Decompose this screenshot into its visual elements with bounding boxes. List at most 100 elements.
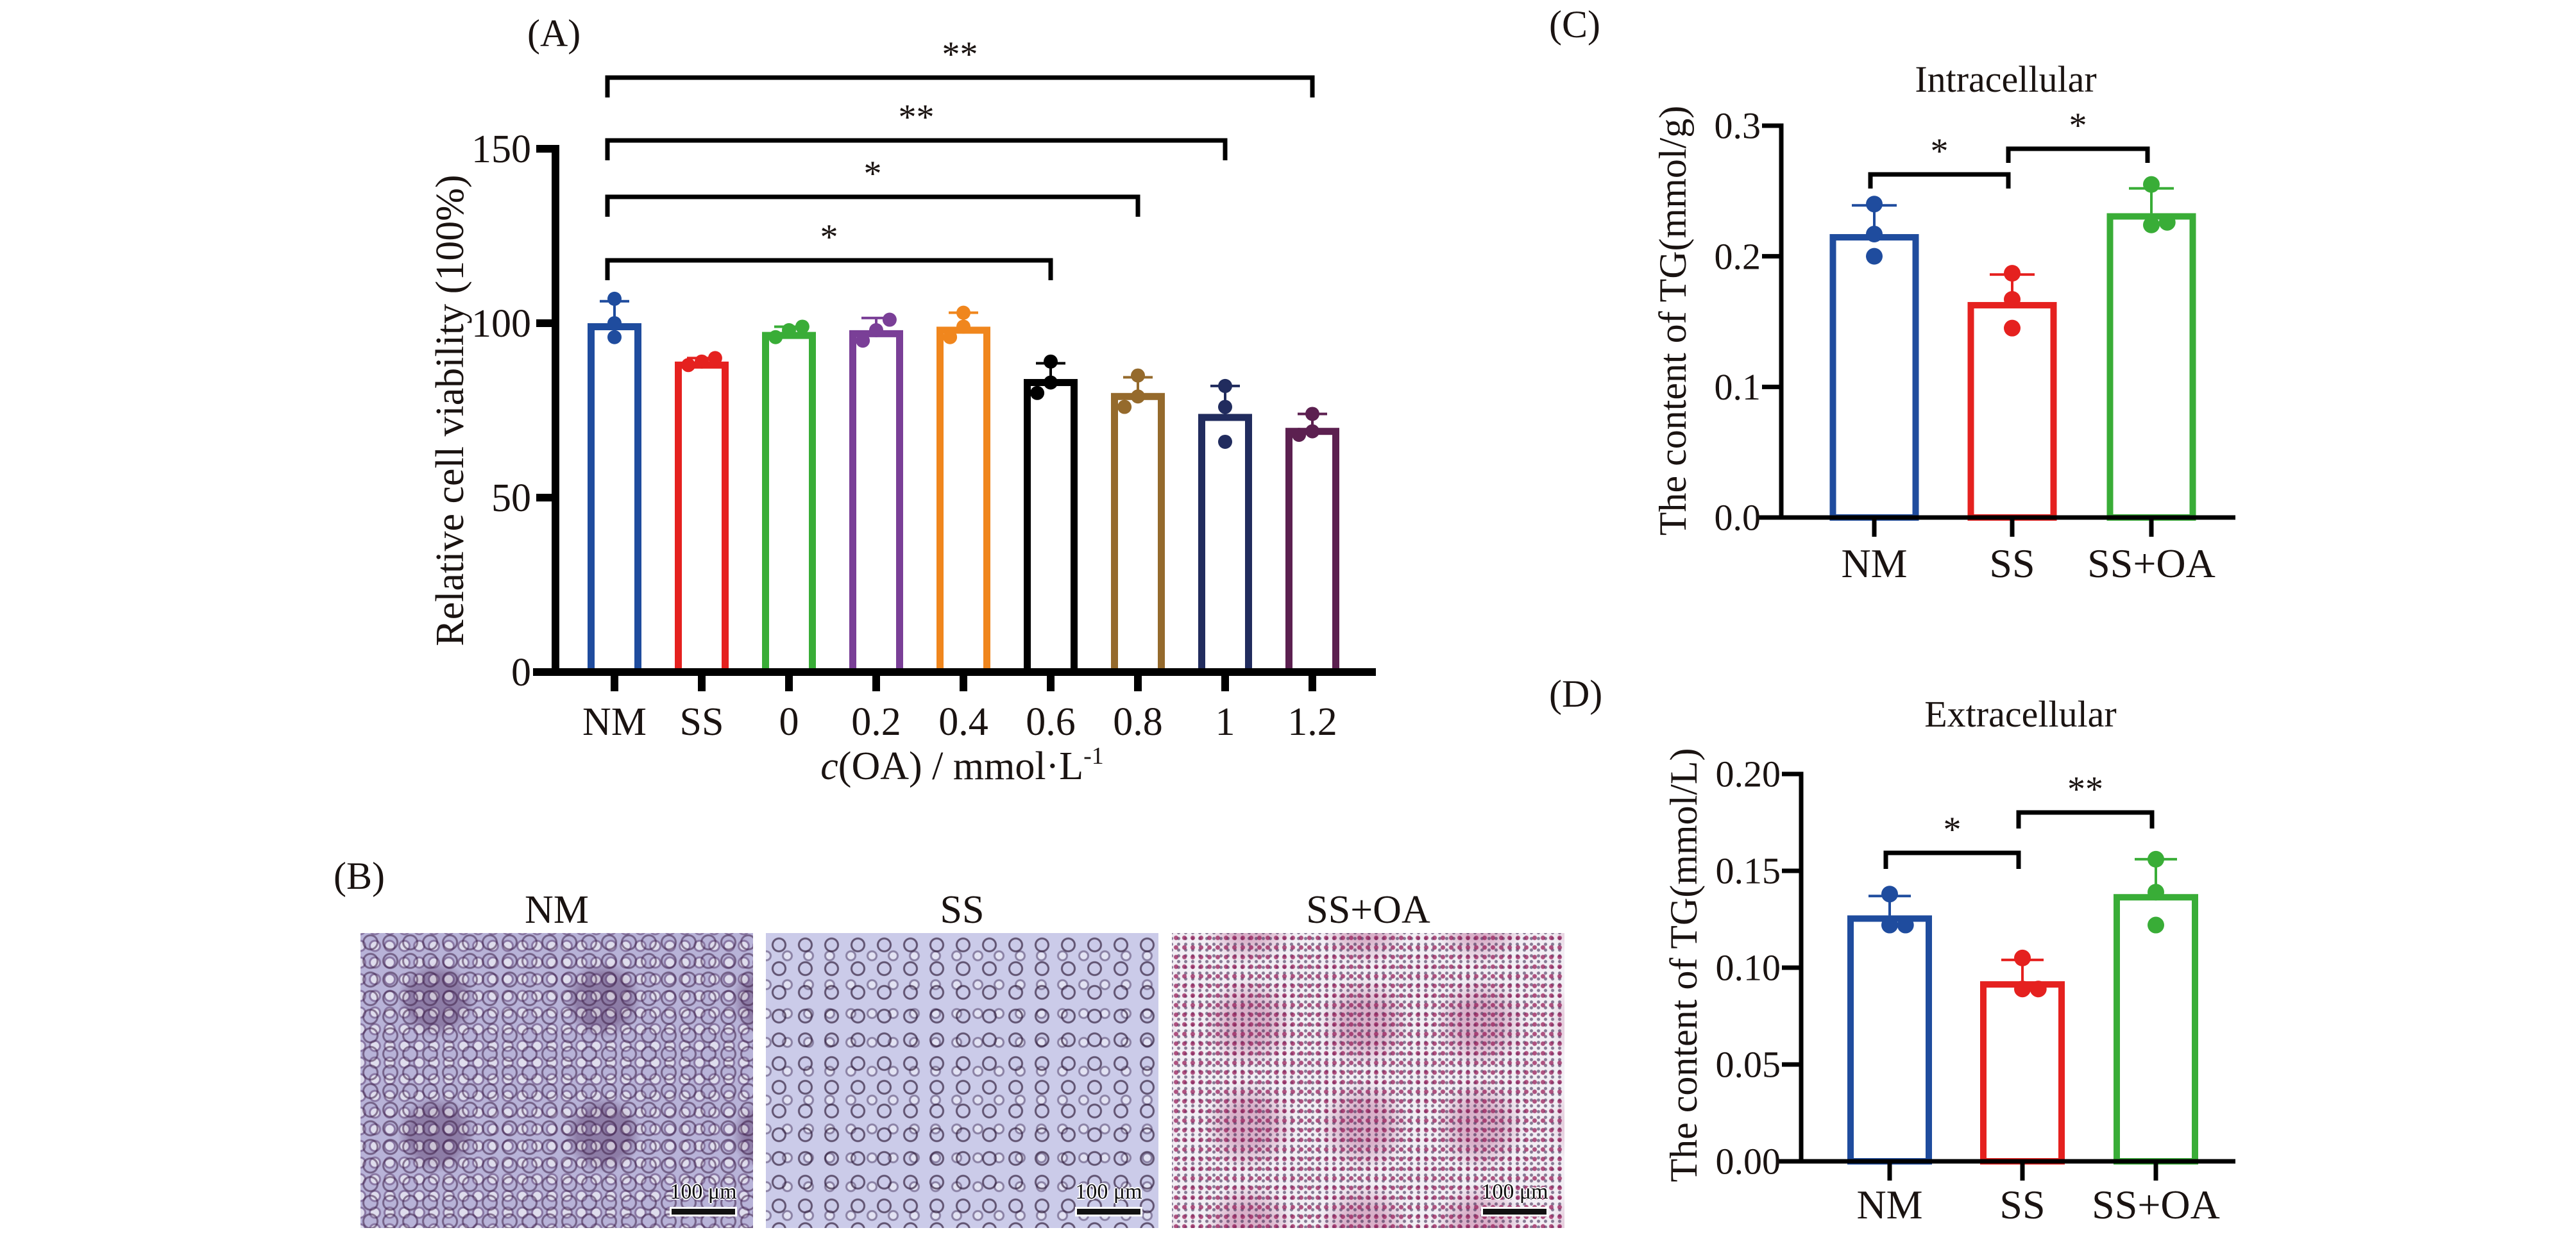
data-point-0.8 <box>1131 389 1145 404</box>
x-axis-label: c(OA) / mmol·L-1 <box>820 743 1103 788</box>
x-tick-label: 0 <box>779 700 799 744</box>
significance-label: * <box>1944 810 1962 850</box>
micrograph-label-ss: SS <box>940 888 985 932</box>
scale-bar-line <box>1481 1207 1548 1216</box>
data-point-1 <box>1218 378 1232 393</box>
bar-NM <box>1829 234 1919 521</box>
micrograph-ss-oa: 100 μm <box>1172 933 1564 1228</box>
data-point-0.2 <box>856 333 870 348</box>
x-tick-label: 1.2 <box>1287 700 1337 744</box>
bar-0.8 <box>1111 392 1165 676</box>
significance-label: * <box>820 217 838 257</box>
data-point-NM <box>1881 886 1898 903</box>
bar-0 <box>762 332 816 676</box>
y-axis-label: Relative cell viability (100%) <box>428 174 472 646</box>
y-tick-label: 0.00 <box>1716 1141 1781 1182</box>
significance-label: * <box>864 154 882 194</box>
data-point-SS <box>2014 949 2031 966</box>
x-tick-label: 0.4 <box>938 700 988 744</box>
panel-label-d: (D) <box>1549 673 1603 715</box>
x-axis-label-variable: c <box>820 745 838 788</box>
bar-SS+OA <box>2114 894 2198 1165</box>
data-point-0.2 <box>869 323 883 337</box>
significance-bracket <box>605 138 1228 160</box>
x-tick-label: SS <box>1999 1182 2045 1227</box>
significance-label: ** <box>2067 770 2103 809</box>
y-tick-label: 0 <box>511 651 531 694</box>
chart-intracellular-tg: 0.0 0.1 0.2 0.3 NM SS SS+OA The content of TG(m… <box>1652 58 2235 586</box>
scale-bar-label: 100 μm <box>1481 1180 1548 1204</box>
data-point-SS <box>2014 980 2031 998</box>
data-point-NM <box>607 316 622 330</box>
chart-extracellular-tg: 0.00 0.05 0.10 0.15 0.20 NM SS SS+OA The content… <box>1663 693 2235 1227</box>
significance-bracket <box>605 194 1140 217</box>
y-tick-label: 0.20 <box>1716 753 1781 795</box>
y-tick-label: 0.2 <box>1715 235 1761 277</box>
data-point-0 <box>782 323 796 337</box>
data-point-SS+OA <box>2143 176 2160 193</box>
data-point-NM <box>1897 916 1914 934</box>
data-point-SS <box>2004 290 2021 308</box>
data-point-NM <box>1866 248 1883 265</box>
data-point-1 <box>1218 400 1232 414</box>
scale-bar-label: 100 μm <box>670 1180 737 1204</box>
panel-label-b: (B) <box>334 855 385 897</box>
bar-0.4 <box>936 326 990 676</box>
y-axis-label: The content of TG(mmol/L) <box>1663 748 1705 1182</box>
chart-cell-viability: 0 50 100 150 NM SS 0 0.2 0.4 0.6 0.8 1 1.2 Relative c… <box>428 35 1376 788</box>
data-point-0.8 <box>1117 400 1132 414</box>
data-point-SS <box>2029 980 2047 998</box>
significance-label: * <box>2069 106 2087 146</box>
data-point-1.2 <box>1292 428 1307 442</box>
data-point-0 <box>795 319 809 334</box>
x-tick-label: NM <box>1856 1182 1922 1227</box>
bar-1 <box>1198 414 1252 676</box>
bar-NM <box>1847 915 1932 1165</box>
significance-label: ** <box>899 97 935 137</box>
data-point-0.6 <box>1044 375 1058 390</box>
chart-title: Extracellular <box>1924 693 2117 735</box>
x-tick-label: 0.8 <box>1113 700 1163 744</box>
data-point-0.4 <box>956 319 970 334</box>
significance-bracket <box>1868 172 2011 189</box>
micrograph-ss: 100 μm <box>766 933 1158 1228</box>
bar-0.6 <box>1024 379 1078 676</box>
x-tick-label: SS+OA <box>2092 1182 2220 1227</box>
significance-label: * <box>1931 131 1949 171</box>
data-point-SS <box>681 358 696 373</box>
x-axis-label-exponent: -1 <box>1083 743 1104 770</box>
data-point-SS <box>708 351 722 366</box>
y-tick-label: 0.3 <box>1715 105 1761 147</box>
data-point-0.4 <box>956 305 970 320</box>
data-point-SS+OA <box>2143 216 2160 233</box>
data-point-0.6 <box>1044 354 1058 369</box>
micrograph-nm: 100 μm <box>360 933 753 1228</box>
bar-0.2 <box>849 330 903 676</box>
y-tick-label: 0.05 <box>1716 1044 1781 1086</box>
y-tick-label: 0.0 <box>1715 497 1761 539</box>
scale-bar-label: 100 μm <box>1075 1180 1142 1204</box>
data-point-0.6 <box>1030 385 1045 400</box>
data-point-SS <box>2004 319 2021 337</box>
y-tick-label: 100 <box>471 302 531 346</box>
bar-1.2 <box>1285 428 1339 676</box>
y-tick-label: 150 <box>471 128 531 171</box>
y-tick-label: 0.15 <box>1716 850 1781 892</box>
data-point-0.4 <box>943 330 958 344</box>
data-point-0.8 <box>1131 368 1145 383</box>
x-tick-label: 1 <box>1216 700 1235 744</box>
significance-bracket <box>1883 850 2021 869</box>
y-axis-label: The content of TG(mmol/g) <box>1652 106 1694 535</box>
micrograph-label-ss-oa: SS+OA <box>1306 888 1430 932</box>
significance-bracket <box>2016 810 2155 829</box>
data-point-NM <box>1866 196 1883 213</box>
bar-SS <box>1980 981 2065 1165</box>
data-point-SS <box>2004 265 2021 282</box>
data-point-1.2 <box>1305 407 1319 421</box>
data-point-0.2 <box>882 312 897 327</box>
panel-label-c: (C) <box>1549 3 1600 46</box>
chart-title: Intracellular <box>1915 58 2096 100</box>
bar-SS <box>675 361 729 676</box>
